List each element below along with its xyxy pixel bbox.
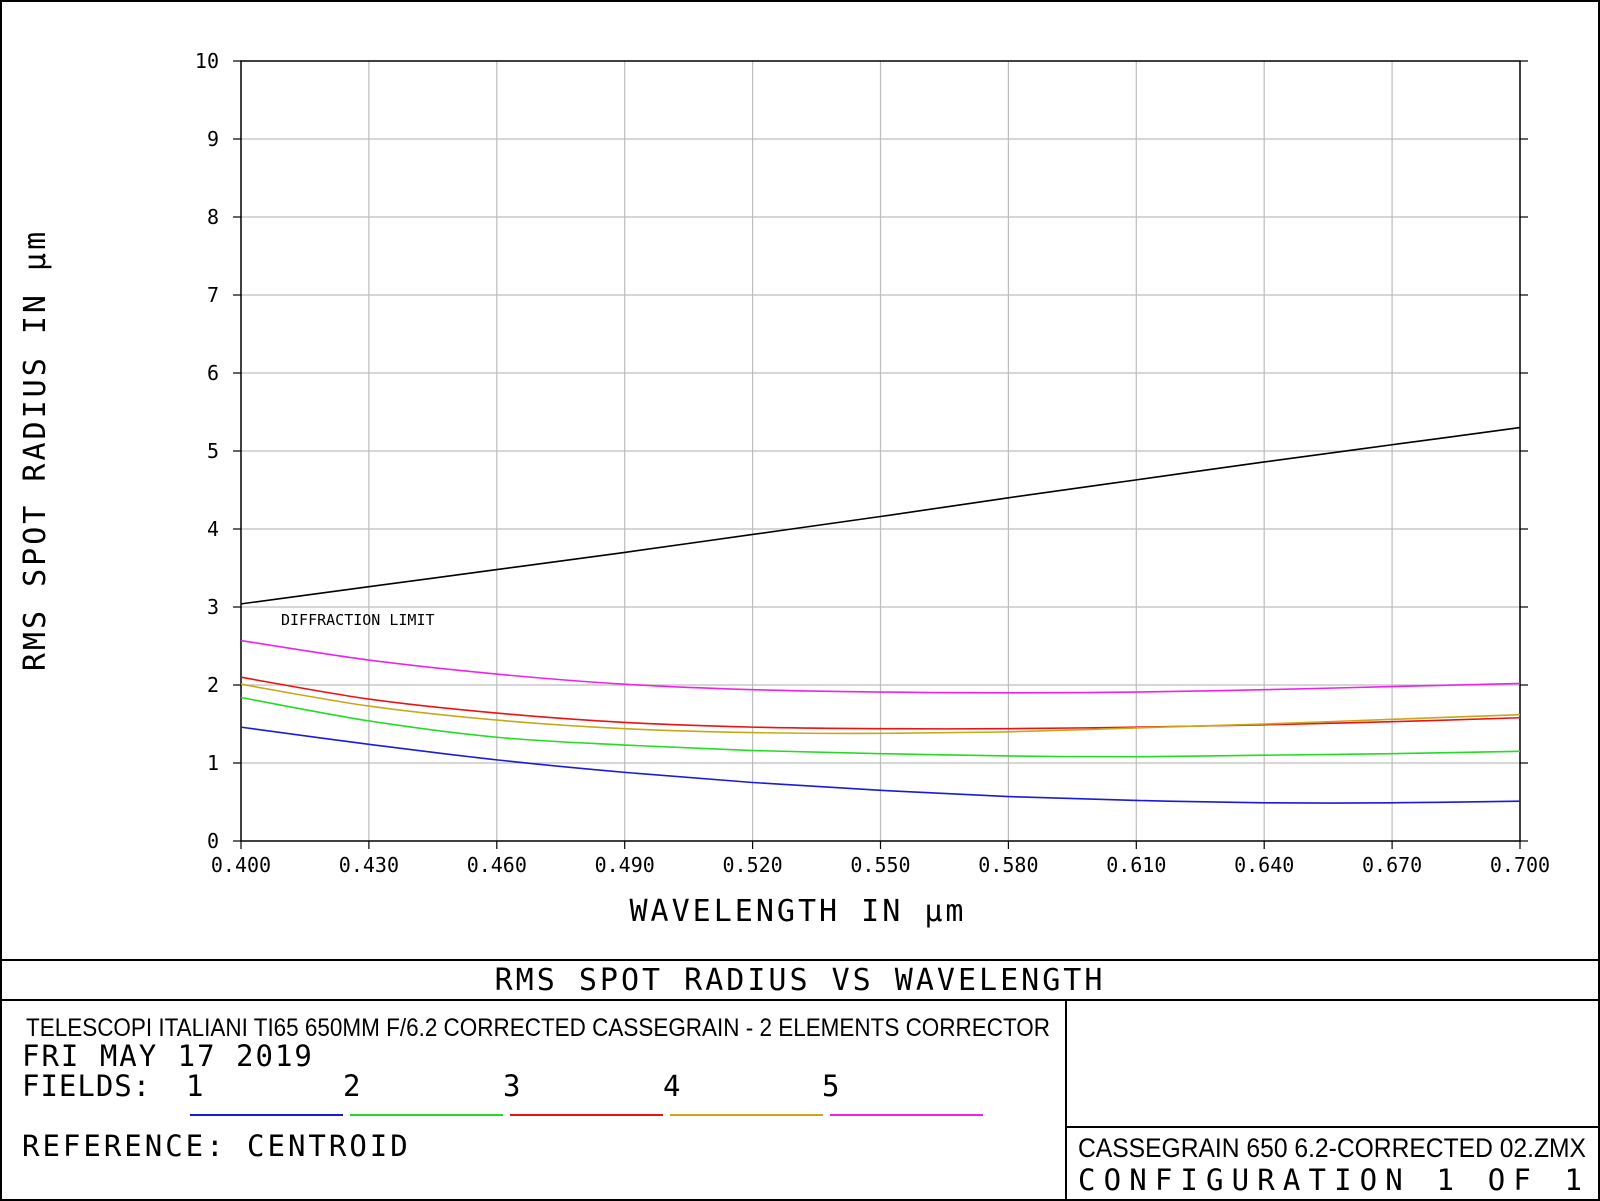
series-line-2 [240,696,1521,758]
y-tick-label: 8 [207,205,219,229]
y-tick-label: 1 [207,751,219,775]
x-tick-label: 0.520 [722,853,782,877]
series-line-5 [240,639,1521,694]
x-axis-label: WAVELENGTH IN μm [630,894,967,929]
x-tick-label: 0.700 [1490,853,1550,877]
series-line-diffraction-limit [240,426,1521,605]
x-tick-label: 0.460 [467,853,527,877]
x-tick-label: 0.550 [850,853,910,877]
plot-date: FRI MAY 17 2019 [22,1039,314,1073]
y-tick-label: 7 [207,283,219,307]
legend-label-field-4: 4 [663,1069,680,1103]
y-tick-label: 3 [207,595,219,619]
y-tick-label: 10 [195,49,219,73]
fields-label: FIELDS: [22,1069,151,1103]
legend-label-field-3: 3 [503,1069,520,1103]
y-axis-tick-labels: 0 1 2 3 4 5 6 7 8 9 10 [195,49,219,853]
y-tick-label: 9 [207,127,219,151]
x-tick-label: 0.640 [1234,853,1294,877]
chart-series [240,426,1521,804]
y-tick-label: 6 [207,361,219,385]
x-tick-label: 0.490 [595,853,655,877]
series-line-4 [240,683,1521,735]
legend-label-field-5: 5 [822,1069,839,1103]
x-tick-label: 0.610 [1106,853,1166,877]
x-tick-label: 0.670 [1362,853,1422,877]
chart-tick-marks [233,60,1528,849]
chart-title: RMS SPOT RADIUS VS WAVELENGTH [495,963,1106,998]
y-tick-label: 0 [207,829,219,853]
configuration-label: CONFIGURATION 1 OF 1 [1078,1163,1586,1197]
legend: 1 2 3 4 5 [186,1069,983,1116]
legend-label-field-1: 1 [186,1069,203,1103]
y-axis-label: RMS SPOT RADIUS IN μm [18,229,53,671]
system-title: TELESCOPI ITALIANI TI65 650MM F/6.2 CORR… [26,1014,1050,1042]
x-tick-label: 0.400 [211,853,271,877]
y-tick-label: 4 [207,517,219,541]
x-axis-tick-labels: 0.400 0.430 0.460 0.490 0.520 0.550 0.580 0.610… [211,853,1550,877]
y-tick-label: 2 [207,673,219,697]
chart-grid [241,61,1520,841]
y-tick-label: 5 [207,439,219,463]
series-line-1 [240,726,1521,804]
file-name: CASSEGRAIN 650 6.2-CORRECTED 02.ZMX [1078,1133,1586,1163]
series-line-3 [240,676,1521,730]
x-tick-label: 0.580 [978,853,1038,877]
diffraction-limit-annotation: DIFFRACTION LIMIT [281,611,435,629]
reference-label: REFERENCE: CENTROID [22,1129,411,1163]
x-tick-label: 0.430 [339,853,399,877]
legend-label-field-2: 2 [343,1069,360,1103]
